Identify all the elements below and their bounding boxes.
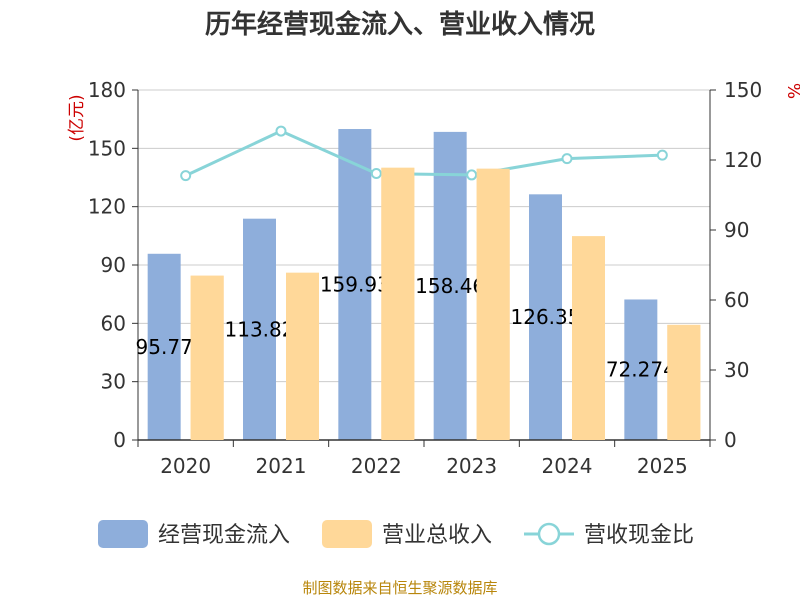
ratio-point-4 — [561, 153, 573, 165]
legend-swatch-cash-inflow — [98, 520, 148, 548]
y-left-tick-label-3: 90 — [101, 253, 126, 277]
y-left-tick-label-4: 120 — [88, 195, 126, 219]
ratio-point-1 — [275, 125, 287, 137]
legend-label-cash-inflow: 经营现金流入 — [158, 523, 290, 548]
y-right-tick-label-3: 90 — [724, 218, 749, 242]
x-tick-label-0: 2020 — [160, 454, 211, 478]
bar-revenue-overlay-0 — [190, 275, 224, 440]
ratio-point-5 — [656, 149, 668, 161]
bar-cash-inflow-5 — [624, 299, 658, 440]
bar-revenue-overlay-3 — [476, 168, 510, 440]
data-label-cash-inflow-4: 126.35 — [511, 305, 581, 329]
bar-cash-inflow-3 — [433, 131, 467, 440]
x-tick-label-3: 2023 — [446, 454, 497, 478]
y-right-unit: % — [783, 83, 800, 99]
axes: 0 30 60 90 120 150 180 0 30 60 90 120 150 2020 2021 202… — [88, 78, 762, 478]
source-note: 制图数据来自恒生聚源数据库 — [302, 579, 497, 597]
bar-revenue-overlay-2 — [381, 167, 415, 440]
ratio-line — [180, 125, 668, 182]
data-label-cash-inflow-5: 72.274 — [606, 358, 676, 382]
data-label-cash-inflow-2: 159.93 — [320, 273, 390, 297]
bar-revenue-overlay-1 — [286, 272, 319, 440]
y-left-tick-label-0: 0 — [113, 428, 126, 452]
x-tick-label-4: 2024 — [542, 454, 593, 478]
y-left-unit: (亿元) — [67, 94, 87, 141]
y-right-tick-label-2: 60 — [724, 288, 749, 312]
data-label-cash-inflow-1: 113.82 — [225, 317, 295, 341]
x-tick-label-5: 2025 — [637, 454, 688, 478]
y-left-tick-label-2: 60 — [101, 311, 126, 335]
ratio-point-2 — [370, 168, 382, 180]
bar-cash-inflow-1 — [243, 218, 276, 440]
ratio-point-3 — [466, 169, 478, 181]
grid-lines — [138, 89, 710, 383]
ratio-point-0 — [180, 170, 192, 182]
y-left-tick-label-5: 150 — [88, 136, 126, 160]
ratio-line-path — [185, 129, 663, 177]
legend-label-revenue: 营业总收入 — [382, 523, 492, 548]
data-label-cash-inflow-0: 95.77 — [136, 335, 193, 359]
legend: 经营现金流入 营业总收入 营收现金比 — [98, 520, 694, 548]
legend-swatch-ratio-marker — [537, 522, 561, 546]
y-right-tick-label-4: 120 — [724, 148, 762, 172]
y-right-tick-label-5: 150 — [724, 78, 762, 102]
x-tick-label-2: 2022 — [351, 454, 402, 478]
data-labels: 95.77 113.82 159.93 158.46 126.35 72.274 — [136, 167, 701, 440]
chart-title: 历年经营现金流入、营业收入情况 — [205, 9, 595, 40]
bar-revenue-overlay-4 — [572, 236, 605, 440]
y-right-tick-label-0: 0 — [724, 428, 737, 452]
y-left-tick-label-6: 180 — [88, 78, 126, 102]
y-right-tick-label-1: 30 — [724, 358, 749, 382]
y-left-tick-label-1: 30 — [101, 370, 126, 394]
bar-cash-inflow-0 — [147, 253, 181, 440]
legend-label-ratio: 营收现金比 — [584, 523, 694, 548]
bar-cash-inflow-4 — [529, 194, 562, 440]
data-label-cash-inflow-3: 158.46 — [415, 274, 485, 298]
bar-cash-inflow-2 — [338, 129, 372, 440]
legend-swatch-revenue — [322, 520, 372, 548]
x-tick-label-1: 2021 — [256, 454, 307, 478]
bar-revenue-overlay-5 — [667, 324, 701, 440]
